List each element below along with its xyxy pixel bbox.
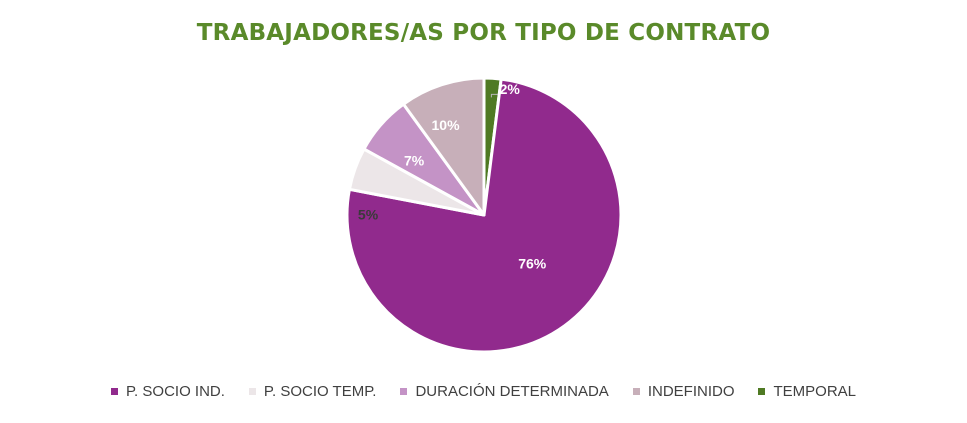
legend-label-duracion-determinada: DURACIÓN DETERMINADA [415, 383, 609, 400]
legend-swatch-p-socio-ind [110, 388, 118, 395]
data-label-duracion-determinada: 7% [404, 152, 425, 168]
legend-item-p-socio-temp: P. SOCIO TEMP. [248, 383, 377, 400]
leader-line-temporal [490, 93, 498, 98]
pie-slices [345, 76, 623, 354]
legend-item-indefinido: INDEFINIDO [632, 383, 735, 400]
data-label-p-socio-ind: 76% [518, 256, 547, 272]
data-label-indefinido: 10% [432, 117, 461, 133]
legend-item-duracion-determinada: DURACIÓN DETERMINADA [400, 383, 609, 400]
legend-label-p-socio-ind: P. SOCIO IND. [125, 383, 225, 400]
legend-swatch-p-socio-temp [248, 388, 256, 395]
legend-swatch-indefinido [632, 388, 640, 395]
legend-item-p-socio-ind: P. SOCIO IND. [110, 383, 225, 400]
leader-lines [490, 93, 498, 98]
legend-swatch-duracion-determinada [400, 388, 408, 395]
legend-item-temporal: TEMPORAL [758, 383, 856, 400]
data-label-p-socio-temp: 5% [358, 206, 379, 222]
pie-slice-indefinido [401, 76, 486, 217]
pie-data-labels: 2% 76% 5% 7% 10% [358, 81, 547, 272]
chart-title: TRABAJADORES/AS POR TIPO DE CONTRATO [196, 20, 771, 46]
data-label-temporal: 2% [500, 81, 521, 97]
legend-swatch-temporal [758, 388, 766, 395]
legend-label-temporal: TEMPORAL [773, 383, 856, 400]
legend-label-p-socio-temp: P. SOCIO TEMP. [263, 383, 377, 400]
legend-label-indefinido: INDEFINIDO [647, 383, 735, 400]
chart-legend: P. SOCIO IND. P. SOCIO TEMP. DURACIÓN DETE… [0, 383, 967, 400]
